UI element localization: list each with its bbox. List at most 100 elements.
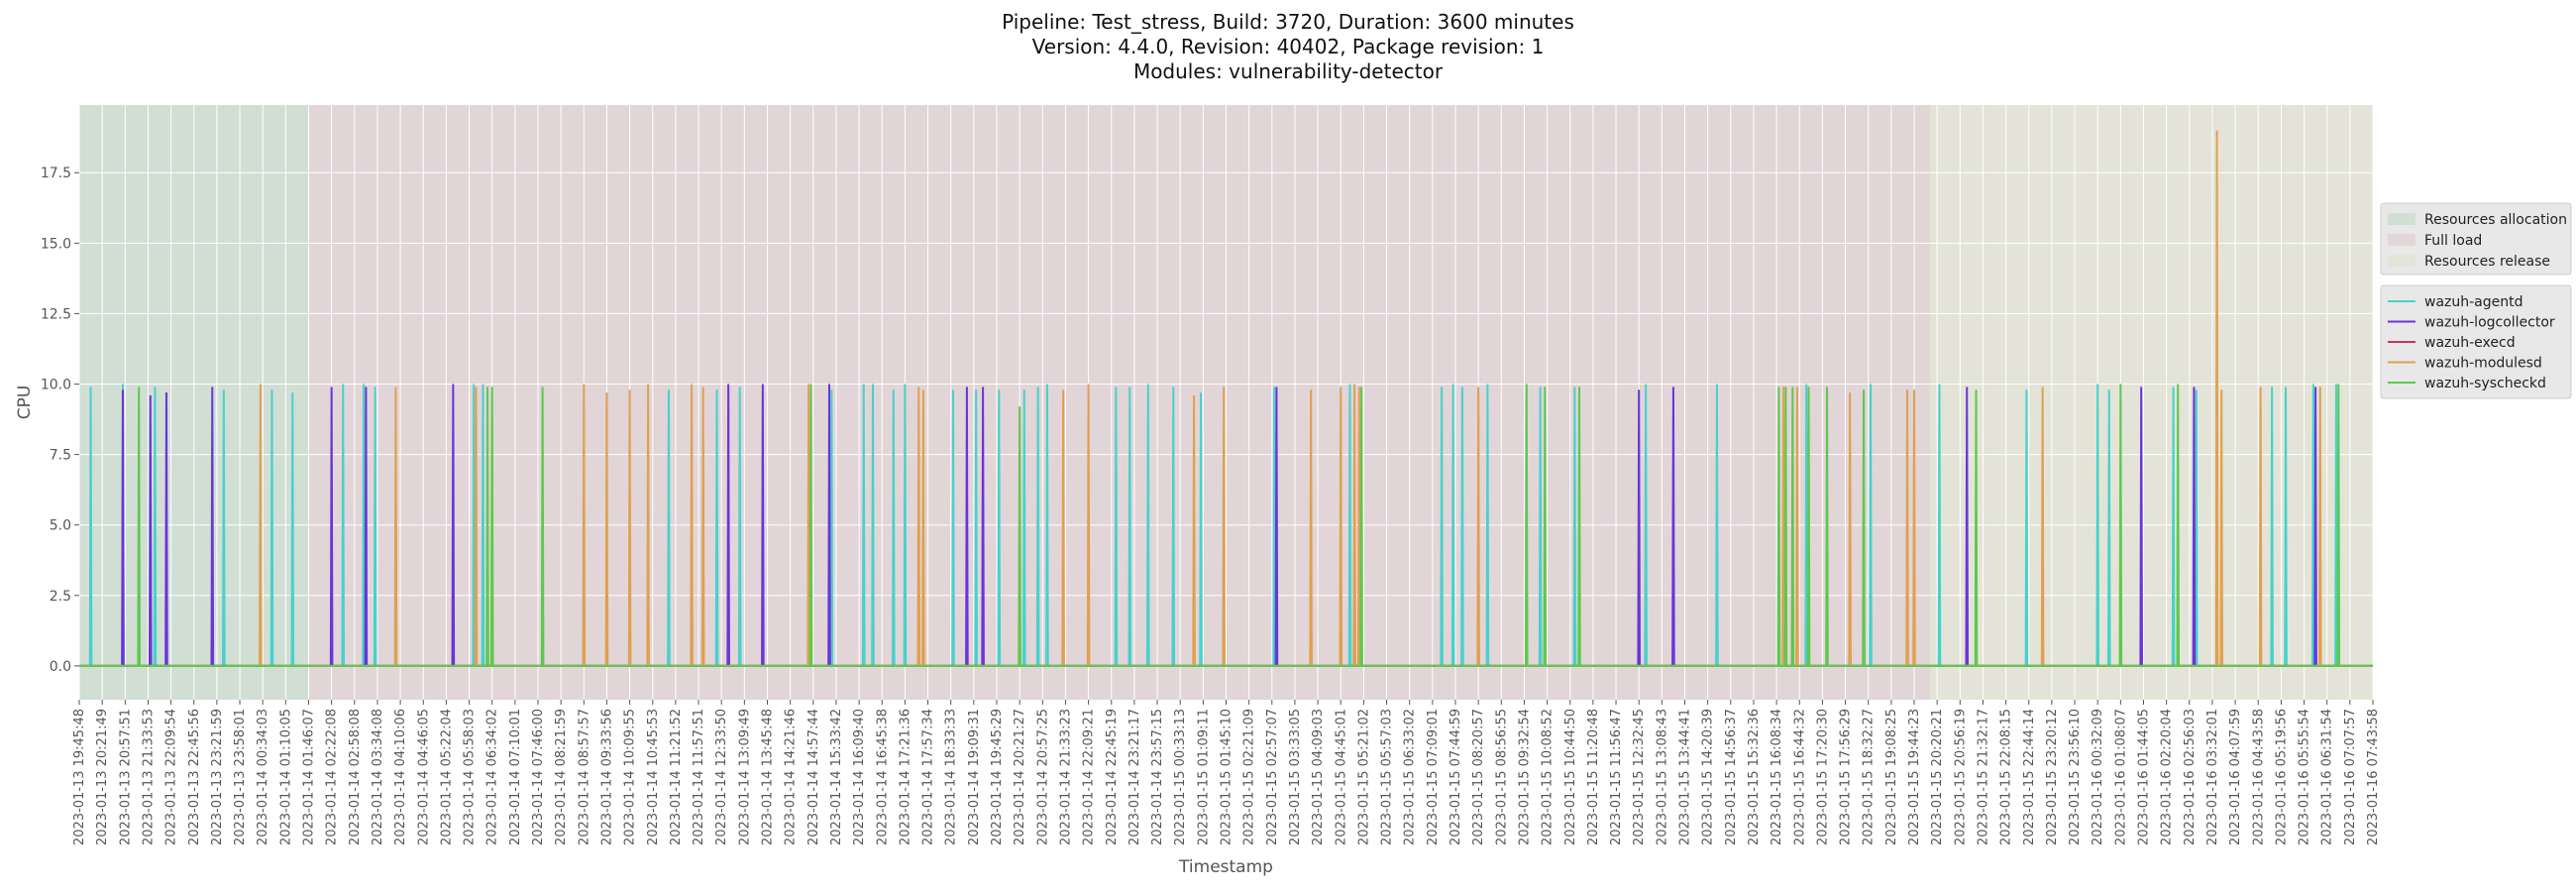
- series-spike: [1021, 390, 1026, 666]
- phase-legend-swatch: [2388, 255, 2415, 267]
- series-legend-label: wazuh-logcollector: [2424, 315, 2555, 331]
- x-tick-label: 2023-01-14 07:10:01: [508, 709, 523, 845]
- series-spike: [1352, 384, 1356, 666]
- x-tick-label: 2023-01-14 19:45:29: [990, 709, 1005, 845]
- x-tick-label: 2023-01-15 13:08:43: [1655, 709, 1669, 845]
- series-spike: [1127, 387, 1132, 666]
- x-tick-label: 2023-01-14 10:09:55: [623, 709, 638, 845]
- series-legend-label: wazuh-execd: [2424, 335, 2516, 351]
- series-spike: [2270, 387, 2274, 666]
- series-spike: [2284, 387, 2288, 666]
- series-spike: [2040, 387, 2045, 666]
- x-tick-label: 2023-01-15 00:33:13: [1173, 709, 1188, 845]
- x-tick-label: 2023-01-16 04:07:59: [2228, 709, 2243, 845]
- series-spike: [1272, 387, 1276, 666]
- series-spike: [1086, 384, 1091, 666]
- x-tick-label: 2023-01-14 21:33:23: [1058, 709, 1073, 845]
- y-tick-label: 0.0: [50, 659, 71, 675]
- phase-legend-label: Resources release: [2424, 254, 2550, 270]
- series-spike: [1974, 390, 1979, 666]
- series-spike: [2313, 387, 2317, 666]
- x-tick-label: 2023-01-15 19:08:25: [1884, 709, 1899, 845]
- phase-region-1: [308, 105, 1931, 700]
- series-spike: [582, 384, 587, 666]
- series-spike: [737, 387, 742, 666]
- series-spike: [892, 390, 896, 666]
- series-spike: [373, 387, 377, 666]
- x-tick-label: 2023-01-16 01:08:07: [2113, 709, 2128, 845]
- series-spike: [481, 384, 485, 666]
- series-spike: [2336, 384, 2341, 666]
- x-tick-label: 2023-01-14 11:57:51: [692, 709, 706, 845]
- x-tick-label: 2023-01-15 23:56:10: [2068, 709, 2083, 845]
- series-spike: [341, 384, 346, 666]
- series-spike: [210, 387, 215, 666]
- series-spike: [2024, 390, 2029, 666]
- series-spike: [871, 384, 875, 666]
- series-spike: [269, 390, 274, 666]
- series-spike: [2214, 130, 2219, 666]
- series-spike: [965, 387, 969, 666]
- series-spike: [690, 384, 694, 666]
- x-tick-label: 2023-01-15 04:45:01: [1334, 709, 1348, 845]
- x-tick-labels: 2023-01-13 19:45:48 2023-01-13 20:21:49 20…: [72, 700, 2381, 845]
- x-tick-label: 2023-01-15 08:20:57: [1471, 709, 1486, 845]
- series-legend-box: [2380, 284, 2572, 399]
- series-spike: [1476, 387, 1480, 666]
- series-spike: [2171, 387, 2176, 666]
- x-tick-label: 2023-01-15 02:21:09: [1242, 709, 1257, 845]
- series-spike: [1359, 387, 1363, 666]
- grid-lines: [78, 105, 2374, 700]
- x-tick-label: 2023-01-14 18:33:33: [944, 709, 959, 845]
- series-spike: [1309, 390, 1313, 666]
- series-legend-label: wazuh-modulesd: [2424, 356, 2542, 372]
- x-axis-label: Timestamp: [1178, 857, 1273, 877]
- series-spike: [951, 390, 955, 666]
- x-tick-label: 2023-01-14 13:45:48: [761, 709, 776, 845]
- x-tick-label: 2023-01-15 05:21:02: [1356, 709, 1371, 845]
- series-spike: [981, 387, 985, 666]
- series-spike: [2139, 387, 2143, 666]
- x-tick-label: 2023-01-15 22:08:15: [1999, 709, 2014, 845]
- series-spike: [1356, 387, 1361, 666]
- series-spike: [121, 390, 125, 666]
- series-spike: [1869, 384, 1873, 666]
- series-spike: [1572, 387, 1577, 666]
- series-spike: [1776, 387, 1781, 666]
- series-spike: [137, 387, 141, 666]
- series-spike: [2317, 387, 2322, 666]
- x-tick-label: 2023-01-15 05:57:03: [1380, 709, 1395, 845]
- series-spike: [362, 384, 366, 666]
- series-spike: [1825, 387, 1829, 666]
- series-spike: [2118, 384, 2123, 666]
- x-tick-label: 2023-01-15 03:33:05: [1288, 709, 1303, 845]
- series-spike: [2311, 384, 2315, 666]
- x-tick-label: 2023-01-15 17:20:30: [1815, 709, 1830, 845]
- y-tick-labels: 0.0 2.5 5.0 7.5 10.0 12.5 15.0 17.5: [41, 166, 79, 675]
- x-tick-label: 2023-01-15 19:44:23: [1907, 709, 1922, 845]
- series-spike: [1790, 387, 1795, 666]
- x-tick-label: 2023-01-15 10:44:50: [1563, 709, 1578, 845]
- series-spike: [1145, 384, 1150, 666]
- x-tick-label: 2023-01-15 01:09:11: [1196, 709, 1211, 845]
- x-tick-label: 2023-01-15 10:08:52: [1541, 709, 1556, 845]
- series-spike: [1222, 387, 1226, 666]
- x-tick-label: 2023-01-16 06:31:54: [2320, 709, 2335, 845]
- series-spike: [921, 390, 925, 666]
- series-spike: [222, 390, 226, 666]
- x-tick-label: 2023-01-14 12:33:50: [714, 709, 729, 845]
- x-tick-label: 2023-01-14 01:10:05: [278, 709, 293, 845]
- series-spike: [1806, 387, 1811, 666]
- chart-title: Pipeline: Test_stress, Build: 3720, Dura…: [0, 10, 2576, 84]
- x-tick-label: 2023-01-14 17:21:36: [898, 709, 912, 845]
- series-spike: [806, 384, 810, 666]
- series-spike: [1862, 390, 1866, 666]
- x-tick-label: 2023-01-13 22:09:54: [164, 709, 179, 845]
- series-spike: [259, 384, 263, 666]
- series-spike: [1781, 387, 1785, 666]
- series-spike: [451, 384, 456, 666]
- series-spike: [1905, 390, 1909, 666]
- series-spike: [903, 384, 908, 666]
- x-tick-label: 2023-01-15 11:56:47: [1609, 709, 1624, 845]
